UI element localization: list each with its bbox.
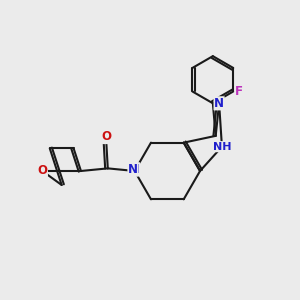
Text: N: N: [130, 163, 140, 176]
Text: F: F: [235, 85, 243, 98]
Text: O: O: [101, 130, 111, 143]
Text: N: N: [128, 163, 138, 176]
Text: O: O: [38, 164, 47, 178]
Text: O: O: [101, 130, 111, 143]
Text: NH: NH: [213, 142, 231, 152]
Text: N: N: [214, 97, 224, 110]
